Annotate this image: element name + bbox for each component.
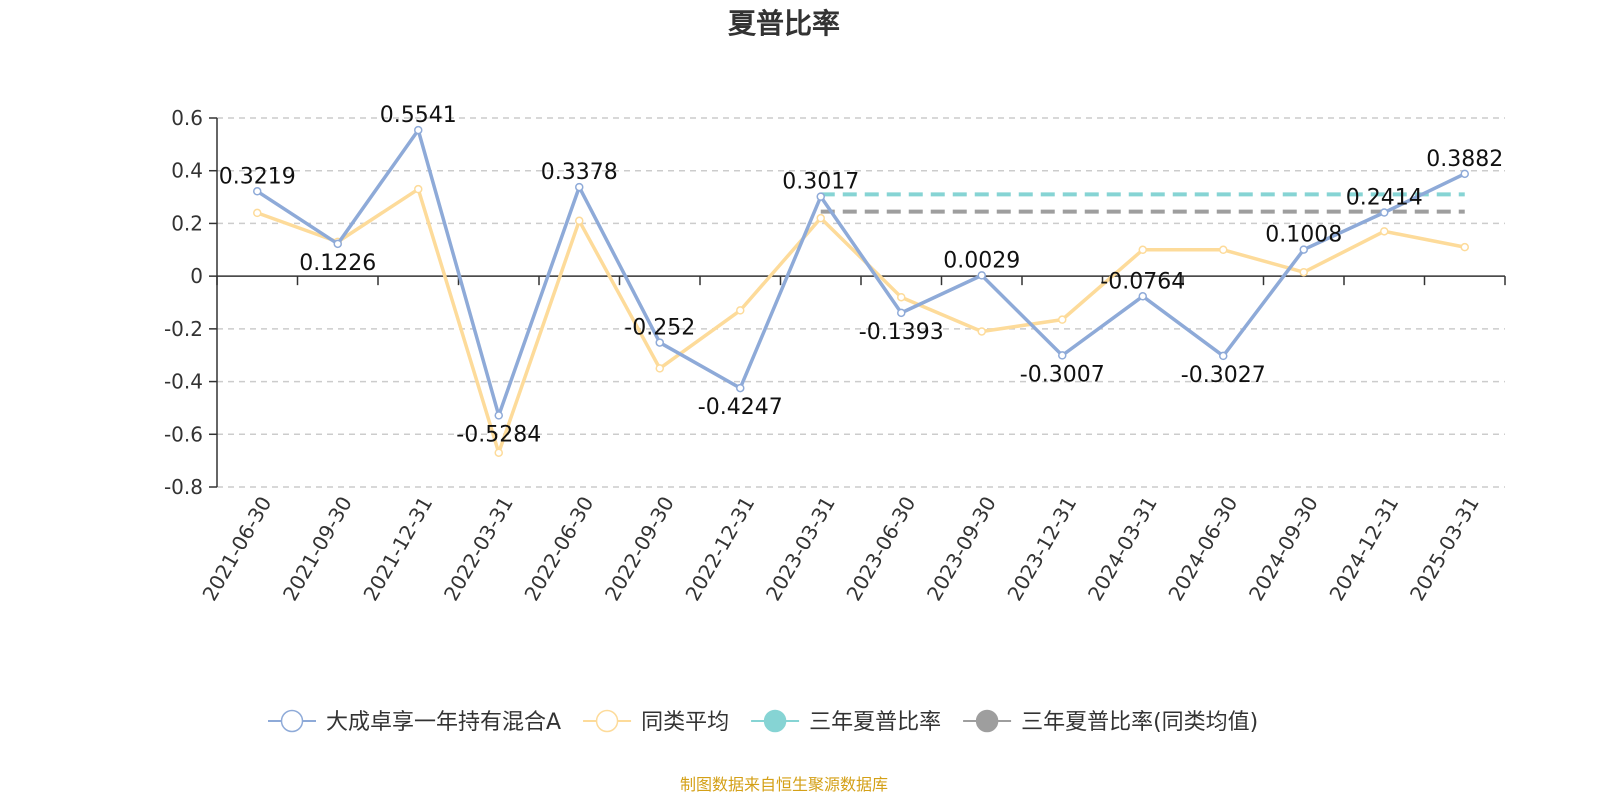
- legend-label: 三年夏普比率(同类均值): [1021, 710, 1258, 735]
- y-tick-label: 0.6: [171, 106, 203, 130]
- data-point: [736, 383, 745, 393]
- data-labels-layer: 0.3219 0.1226 0.5541 -0.5284 0.3378 -0.252 -0.…: [219, 103, 1503, 447]
- grid-layer: [217, 117, 1505, 488]
- reference-lines: [820, 192, 1465, 214]
- source-note: 制图数据来自恒生聚源数据库: [680, 775, 888, 794]
- data-point: [414, 184, 423, 194]
- x-tick-label: 2022-09-30: [600, 492, 679, 605]
- x-tick-label: 2024-06-30: [1163, 492, 1242, 605]
- x-tick-label: 2022-12-31: [680, 492, 759, 605]
- legend-item[interactable]: 三年夏普比率(同类均值): [963, 709, 1258, 735]
- data-label: -0.0764: [1100, 269, 1185, 294]
- data-point: [575, 182, 584, 192]
- data-label: 0.3882: [1426, 147, 1503, 172]
- data-label: 0.5541: [380, 103, 457, 128]
- y-tick-label: -0.8: [164, 475, 203, 499]
- legend-item[interactable]: 大成卓享一年持有混合A: [268, 709, 561, 735]
- data-label: -0.3027: [1181, 363, 1266, 388]
- data-point: [1299, 245, 1308, 254]
- y-tick-label: 0.4: [171, 159, 203, 183]
- legend[interactable]: 大成卓享一年持有混合A 同类平均 三年夏普比率 三年夏普比率(同类均值): [268, 709, 1258, 735]
- data-point: [253, 208, 262, 218]
- data-point: [414, 125, 423, 135]
- data-point: [1058, 315, 1067, 324]
- y-tick-label: 0: [190, 264, 203, 288]
- series-line: [256, 128, 1466, 418]
- series-layer: [253, 125, 1469, 457]
- data-label: 0.3017: [782, 170, 859, 195]
- x-tick-label: 2023-09-30: [922, 492, 1001, 605]
- data-point: [1380, 208, 1389, 217]
- data-point: [1299, 267, 1308, 277]
- data-point: [816, 213, 825, 223]
- data-point: [1058, 351, 1067, 360]
- x-tick-label: 2024-09-30: [1244, 492, 1323, 605]
- data-point: [494, 448, 503, 457]
- data-point: [1460, 242, 1469, 252]
- x-tick-label: 2025-03-31: [1405, 492, 1484, 605]
- x-tick-label: 2021-06-30: [197, 492, 276, 605]
- legend-marker: [595, 709, 619, 733]
- y-tick-label: -0.2: [164, 317, 203, 341]
- y-tick-label: -0.6: [164, 422, 203, 446]
- data-point: [1138, 245, 1147, 255]
- data-point: [1380, 227, 1389, 236]
- x-tick-label: 2023-12-31: [1002, 492, 1081, 605]
- legend-label: 大成卓享一年持有混合A: [326, 710, 561, 735]
- legend-item[interactable]: 三年夏普比率: [751, 709, 941, 735]
- data-point: [655, 364, 664, 373]
- x-tick-label: 2023-03-31: [761, 492, 840, 605]
- data-point: [977, 271, 986, 280]
- data-point: [897, 308, 906, 318]
- x-tick-label: 2021-09-30: [278, 492, 357, 605]
- data-point: [575, 216, 584, 226]
- data-label: -0.4247: [698, 395, 783, 420]
- data-label: 0.3378: [541, 160, 618, 185]
- x-tick-label: 2024-03-31: [1083, 492, 1162, 605]
- x-tick-label: 2021-12-31: [358, 492, 437, 605]
- data-point: [1219, 351, 1228, 361]
- x-tick-label: 2023-06-30: [841, 492, 920, 605]
- data-point: [494, 411, 503, 420]
- legend-label: 三年夏普比率: [809, 710, 941, 735]
- data-point: [655, 338, 664, 347]
- x-tick-label: 2022-06-30: [519, 492, 598, 605]
- legend-marker: [763, 709, 787, 733]
- data-point: [1138, 292, 1147, 301]
- y-tick-label: -0.4: [164, 370, 203, 394]
- legend-label: 同类平均: [641, 710, 729, 735]
- data-label: 0.1008: [1265, 223, 1342, 248]
- data-label: -0.1393: [859, 320, 944, 345]
- data-label: 0.2414: [1346, 186, 1423, 211]
- x-tick-label: 2024-12-31: [1324, 492, 1403, 605]
- legend-marker: [280, 709, 304, 733]
- legend-marker: [975, 709, 999, 733]
- data-label: 0.0029: [943, 248, 1020, 273]
- data-label: 0.1226: [299, 251, 376, 276]
- x-tick-label: 2022-03-31: [439, 492, 518, 605]
- data-point: [977, 327, 986, 336]
- data-point: [253, 187, 262, 196]
- data-point: [333, 239, 342, 249]
- data-point: [1219, 245, 1228, 255]
- data-point: [1460, 169, 1469, 179]
- chart-title: 夏普比率: [728, 7, 840, 40]
- data-label: -0.252: [624, 316, 695, 341]
- data-label: -0.3007: [1020, 362, 1105, 387]
- data-point: [816, 192, 825, 201]
- data-point: [736, 306, 745, 315]
- data-label: -0.5284: [456, 422, 541, 447]
- legend-item[interactable]: 同类平均: [583, 709, 729, 735]
- y-tick-label: 0.2: [171, 211, 203, 235]
- data-label: 0.3219: [219, 164, 296, 189]
- data-point: [897, 292, 906, 302]
